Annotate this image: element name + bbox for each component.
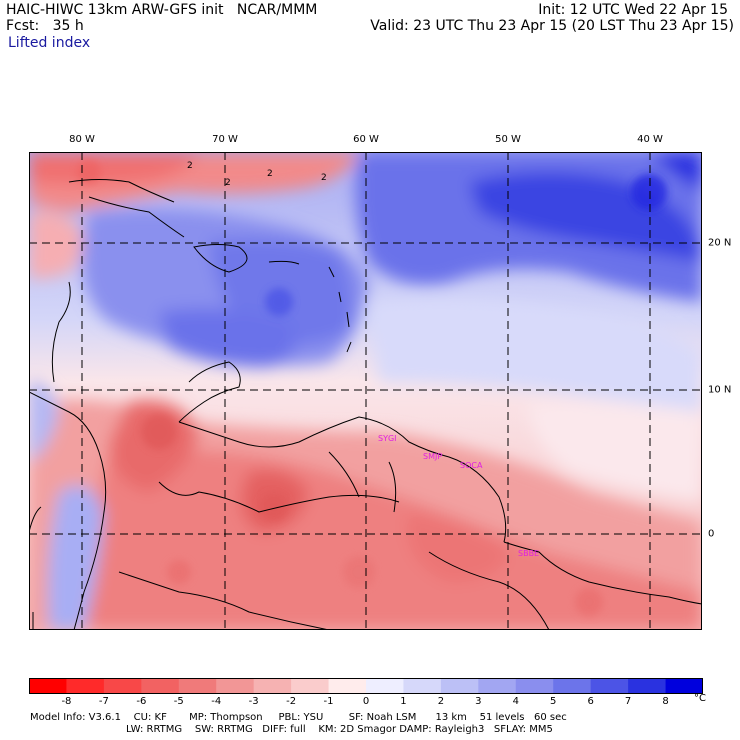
contour-label: 2 bbox=[321, 173, 327, 183]
lon-label-50w: 50 W bbox=[495, 134, 521, 145]
colorbar-tick-label: 1 bbox=[400, 696, 407, 707]
colorbar-swatch bbox=[253, 678, 292, 694]
colorbar-tick-label: 7 bbox=[624, 696, 632, 707]
colorbar-tick-label: 8 bbox=[662, 696, 669, 707]
lon-label-60w: 60 W bbox=[353, 134, 379, 145]
colorbar-tick-label: -7 bbox=[98, 696, 109, 707]
forecast-hour: Fcst: 35 h bbox=[6, 18, 84, 34]
colorbar-swatch bbox=[628, 678, 667, 694]
model-info-line-2: LW: RRTMG SW: RRTMG DIFF: full KM: 2D Sm… bbox=[126, 724, 553, 735]
lat-label-20n: 20 N bbox=[708, 237, 732, 249]
colorbar-tick-label: 0 bbox=[362, 696, 370, 707]
colorbar-swatch bbox=[141, 678, 180, 694]
colorbar bbox=[29, 678, 703, 694]
colorbar-swatch bbox=[103, 678, 142, 694]
colorbar-swatch bbox=[328, 678, 367, 694]
station-label-smjp: SMJP bbox=[423, 452, 442, 461]
field-name: Lifted index bbox=[8, 35, 91, 51]
colorbar-swatch bbox=[29, 678, 67, 694]
colorbar-tick-label: 4 bbox=[512, 696, 519, 707]
lon-label-80w: 80 W bbox=[69, 134, 95, 145]
colorbar-swatch bbox=[515, 678, 554, 694]
station-label-soca: SOCA bbox=[460, 461, 483, 470]
lifted-index-map: 2 2 2 2 SYGI SMJP SOCA SBBE bbox=[29, 152, 702, 630]
lon-label-70w: 70 W bbox=[212, 134, 238, 145]
colorbar-swatch bbox=[478, 678, 517, 694]
colorbar-swatch bbox=[216, 678, 255, 694]
colorbar-unit: °C bbox=[694, 693, 706, 704]
colorbar-tick-label: 3 bbox=[475, 696, 482, 707]
valid-time: Valid: 23 UTC Thu 23 Apr 15 (20 LST Thu … bbox=[370, 18, 734, 34]
colorbar-swatch bbox=[291, 678, 330, 694]
colorbar-tick-label: -4 bbox=[211, 696, 222, 707]
contour-label: 2 bbox=[225, 178, 231, 188]
lon-label-40w: 40 W bbox=[637, 134, 663, 145]
colorbar-swatch bbox=[178, 678, 217, 694]
colorbar-tick-label: -8 bbox=[61, 696, 72, 707]
colorbar-tick-label: -1 bbox=[323, 696, 334, 707]
colorbar-tick-label: 5 bbox=[550, 696, 557, 707]
colorbar-swatch bbox=[590, 678, 629, 694]
colorbar-tick-label: 6 bbox=[587, 696, 594, 707]
map-title: HAIC-HIWC 13km ARW-GFS init NCAR/MMM bbox=[6, 2, 318, 18]
colorbar-tick-label: -2 bbox=[286, 696, 297, 707]
colorbar-tick-label: -3 bbox=[248, 696, 259, 707]
colorbar-tick-label: -6 bbox=[136, 696, 147, 707]
colorbar-tick-label: 2 bbox=[437, 696, 445, 707]
colorbar-swatch bbox=[66, 678, 105, 694]
contour-label: 2 bbox=[267, 169, 273, 179]
colorbar-swatch bbox=[553, 678, 592, 694]
station-label-sygi: SYGI bbox=[378, 434, 397, 443]
lat-label-10n: 10 N bbox=[708, 384, 732, 396]
colorbar-swatch bbox=[403, 678, 442, 694]
colorbar-swatch bbox=[665, 678, 703, 694]
colorbar-swatch bbox=[440, 678, 479, 694]
lat-label-0: 0 bbox=[708, 528, 715, 540]
init-time: Init: 12 UTC Wed 22 Apr 15 bbox=[538, 2, 728, 18]
map-frame bbox=[29, 152, 702, 630]
graticule bbox=[29, 152, 702, 630]
contour-label: 2 bbox=[187, 161, 193, 171]
colorbar-border bbox=[29, 678, 703, 694]
colorbar-swatch bbox=[366, 678, 404, 694]
colorbar-tick-label: -5 bbox=[173, 696, 184, 707]
station-label-sbbe: SBBE bbox=[518, 549, 539, 558]
model-info-line-1: Model Info: V3.6.1 CU: KF MP: Thompson P… bbox=[30, 712, 567, 723]
